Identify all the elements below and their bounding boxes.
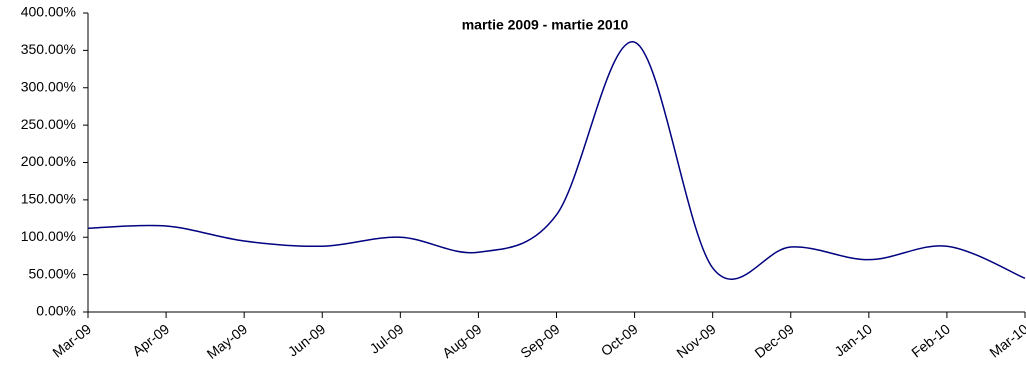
x-tick-label: Jan-10: [831, 321, 875, 360]
y-tick-label: 400.00%: [21, 4, 76, 20]
y-tick-label: 250.00%: [21, 116, 76, 132]
x-tick-label: Feb-10: [908, 321, 953, 361]
y-tick-label: 300.00%: [21, 78, 76, 94]
x-tick-label: May-09: [204, 321, 251, 362]
y-tick-label: 200.00%: [21, 153, 76, 169]
x-tick-label: Mar-10: [986, 321, 1026, 361]
x-tick-label: Apr-09: [129, 321, 172, 360]
x-tick-label: Jun-09: [285, 321, 329, 360]
x-tick-label: Sep-09: [517, 321, 563, 362]
x-tick-label: Aug-09: [439, 321, 485, 362]
data-line: [87, 41, 1026, 280]
x-tick-label: Oct-09: [598, 321, 641, 360]
y-tick-label: 50.00%: [29, 265, 76, 281]
x-tick-label: Jul-09: [367, 321, 407, 357]
x-tick-label: Nov-09: [673, 321, 719, 362]
x-tick-label: Mar-09: [49, 321, 94, 361]
y-tick-label: 350.00%: [21, 41, 76, 57]
x-tick-label: Dec-09: [751, 321, 797, 362]
y-tick-label: 0.00%: [36, 303, 76, 319]
chart-subtitle: martie 2009 - martie 2010: [462, 17, 629, 33]
y-tick-label: 100.00%: [21, 228, 76, 244]
y-tick-label: 150.00%: [21, 191, 76, 207]
